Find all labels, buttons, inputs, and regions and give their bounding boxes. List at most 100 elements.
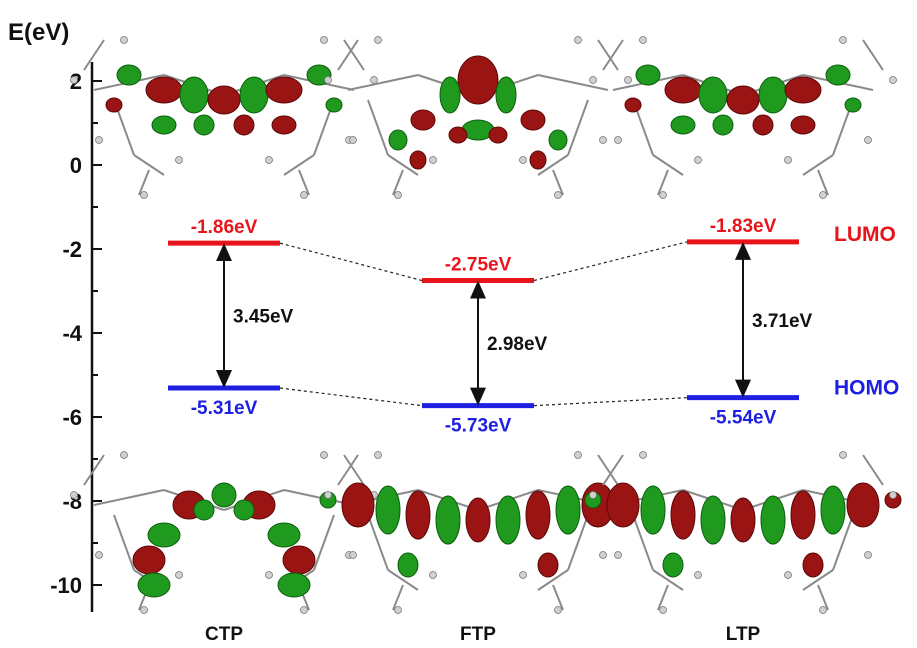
ltp-gap-label: 3.71eV — [752, 311, 813, 332]
atom — [300, 191, 308, 199]
orbital-lobe — [712, 114, 734, 136]
molecule-bond — [652, 154, 684, 176]
ctp-homo-value-label: -5.31eV — [191, 398, 258, 419]
ltp-lumo-orbital — [589, 36, 897, 199]
atom — [639, 451, 647, 459]
orbital-lobe — [635, 64, 661, 86]
orbital-lobe — [670, 490, 696, 540]
molecule-bond — [657, 169, 669, 196]
atom — [140, 606, 148, 614]
atom — [394, 606, 402, 614]
orbital-lobe — [537, 552, 559, 578]
atom — [374, 451, 382, 459]
orbital-lobe — [448, 126, 468, 144]
atom — [324, 76, 332, 84]
molecule-bond — [83, 454, 105, 486]
molecule-bond — [552, 584, 564, 611]
orbital-lobe — [409, 150, 427, 170]
orbital-lobe — [698, 76, 728, 114]
y-tick-label: -4 — [62, 321, 82, 346]
atom — [394, 191, 402, 199]
orbital-lobe — [233, 114, 255, 136]
orbital-lobe — [846, 482, 880, 528]
orbital-lobe — [410, 109, 436, 131]
molecule-bond — [387, 569, 419, 591]
orbital-lobe — [520, 109, 546, 131]
orbital-lobe — [116, 64, 142, 86]
orbital-lobe — [457, 55, 499, 105]
molecule-bond — [337, 39, 359, 71]
ftp-homo-value-label: -5.73eV — [445, 416, 512, 437]
molecule-bond — [597, 454, 619, 486]
orbital-lobe — [752, 114, 774, 136]
molecule-bond — [832, 514, 854, 571]
atom — [554, 606, 562, 614]
ftp-category-label: FTP — [460, 624, 496, 645]
category-labels: CTP FTP LTP — [205, 624, 761, 645]
atom — [175, 571, 183, 579]
atom — [659, 606, 667, 614]
orbital-lobe — [730, 497, 756, 543]
orbital-lobe — [760, 495, 786, 545]
ctp-lumo-orbital — [70, 36, 378, 199]
atom — [639, 36, 647, 44]
orbital-lobe — [397, 552, 419, 578]
orbital-lobe — [179, 76, 209, 114]
atom — [519, 156, 527, 164]
y-tick-label: 0 — [70, 153, 82, 178]
molecule-bond — [367, 514, 389, 571]
atom — [175, 156, 183, 164]
ctp-lumo-value-label: -1.86eV — [191, 217, 258, 238]
atom — [70, 76, 78, 84]
orbital-lobe — [640, 485, 666, 535]
atom — [839, 451, 847, 459]
molecule-bond — [298, 169, 310, 196]
atom — [120, 36, 128, 44]
orbital-lobe — [105, 97, 123, 113]
atom — [784, 571, 792, 579]
orbital-lobe — [132, 545, 166, 575]
atom — [889, 76, 897, 84]
molecule-bond — [138, 169, 150, 196]
orbital-lobe — [790, 490, 816, 540]
molecule-bond — [347, 74, 419, 91]
ftp-gap-label: 2.98eV — [487, 334, 548, 355]
orbital-lobe — [825, 64, 851, 86]
atom — [349, 136, 357, 144]
molecule-bond — [133, 154, 165, 176]
atom — [889, 491, 897, 499]
molecule-bond — [652, 569, 684, 591]
orbital-lobe — [624, 97, 642, 113]
molecule-bond — [343, 39, 365, 71]
atom — [819, 191, 827, 199]
orbital-lobe — [341, 482, 375, 528]
homo-connector — [279, 387, 423, 407]
orbital-lobe — [820, 485, 846, 535]
orbital-lobe — [267, 522, 301, 548]
atom — [574, 451, 582, 459]
molecule-bond — [567, 99, 589, 156]
molecule-bond — [537, 74, 609, 91]
orbital-lobe — [233, 499, 255, 521]
orbital-lobe — [435, 495, 461, 545]
orbital-lobe — [664, 76, 702, 104]
molecule-bond — [337, 454, 359, 486]
atom — [265, 571, 273, 579]
lumo-connector — [533, 241, 688, 282]
atom — [839, 36, 847, 44]
atom — [599, 136, 607, 144]
molecule-bond — [313, 514, 335, 571]
orbital-lobe — [726, 85, 760, 115]
orbital-lobe — [405, 490, 431, 540]
ctp-gap-label: 3.45eV — [233, 307, 294, 328]
atom — [864, 136, 872, 144]
molecule-bond — [632, 514, 654, 571]
atom — [599, 551, 607, 559]
molecule-bond — [113, 514, 135, 571]
atom — [694, 571, 702, 579]
orbital-lobe — [525, 490, 551, 540]
atom — [429, 571, 437, 579]
atom — [429, 156, 437, 164]
orbital-lobe — [844, 97, 862, 113]
orbital-lobe — [277, 572, 311, 598]
